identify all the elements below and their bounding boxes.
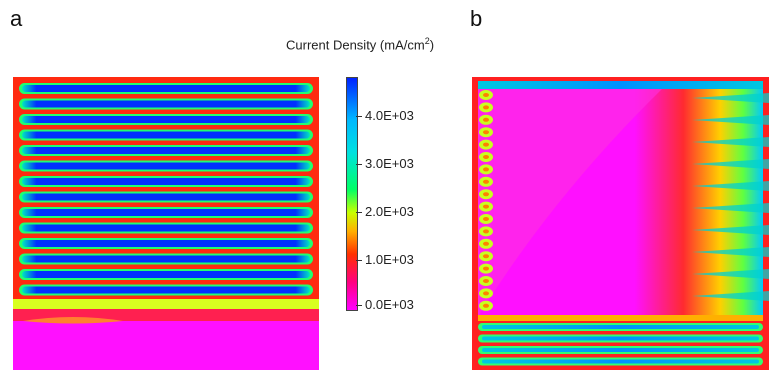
map-a-channels bbox=[19, 83, 313, 296]
map-b-dot-core bbox=[483, 93, 489, 97]
map-b-dot-core bbox=[483, 303, 489, 308]
colorbar-tick bbox=[356, 305, 362, 306]
map-b-outlet-fingers bbox=[692, 93, 769, 301]
map-a-channel-core bbox=[22, 209, 310, 216]
map-b-channel-core bbox=[482, 348, 759, 352]
map-b-dot-core bbox=[483, 179, 489, 184]
map-b-inlet-dots bbox=[479, 90, 493, 311]
colorbar bbox=[346, 77, 358, 311]
map-a-channel-core bbox=[22, 193, 310, 201]
colorbar-tick bbox=[356, 116, 362, 117]
map-a-channel-core bbox=[22, 162, 310, 170]
map-b-finger bbox=[692, 203, 769, 213]
map-b-finger bbox=[692, 269, 769, 279]
current-density-map-a bbox=[13, 77, 319, 370]
map-b-finger bbox=[692, 247, 769, 257]
map-a-channel-core bbox=[22, 116, 310, 123]
panel-label-b: b bbox=[470, 6, 483, 31]
current-density-map-b bbox=[472, 77, 769, 370]
map-b-dot-core bbox=[483, 142, 489, 147]
colorbar-title-superscript: 2 bbox=[424, 36, 430, 46]
colorbar-tick-label: 1.0E+03 bbox=[365, 252, 414, 267]
map-b-channel-core bbox=[482, 359, 759, 364]
map-a-channel-core bbox=[22, 271, 310, 278]
map-a-channel-core bbox=[22, 100, 310, 108]
map-b-dot-core bbox=[483, 291, 489, 296]
map-b-bottom-channels bbox=[478, 323, 763, 366]
colorbar-title: Current Density (mA/cm2) bbox=[286, 36, 434, 52]
map-b-finger bbox=[692, 291, 769, 301]
map-b-channel-core bbox=[482, 325, 759, 329]
map-b-dot-core bbox=[483, 167, 489, 172]
map-b-dot-core bbox=[483, 217, 489, 221]
map-b-dot-core bbox=[483, 229, 489, 234]
panel-label-a: a bbox=[10, 6, 23, 31]
map-a-channel-core bbox=[22, 85, 310, 92]
map-b-dot-core bbox=[483, 241, 489, 246]
map-b-dot-core bbox=[483, 266, 489, 271]
colorbar-tick-label: 2.0E+03 bbox=[365, 204, 414, 219]
map-a-channel-core bbox=[22, 178, 310, 185]
map-a-channel-core bbox=[22, 240, 310, 247]
map-b-yellow-band bbox=[478, 315, 763, 321]
map-b-dot-core bbox=[483, 279, 489, 283]
colorbar-title-close: ) bbox=[429, 37, 435, 53]
map-b-channel-core bbox=[482, 336, 759, 341]
map-a-channel-core bbox=[22, 286, 310, 294]
map-b-dot-core bbox=[483, 254, 489, 259]
map-b-finger bbox=[692, 137, 769, 147]
map-a-channel-core bbox=[22, 131, 310, 139]
map-b-finger bbox=[692, 115, 769, 125]
map-b-low-density-wedge bbox=[478, 89, 662, 317]
colorbar-tick-label: 0.0E+03 bbox=[365, 297, 414, 312]
map-a-channel-core bbox=[22, 147, 310, 154]
map-b-finger bbox=[692, 93, 769, 103]
map-b-dot-core bbox=[483, 204, 489, 209]
map-b-dot-core bbox=[483, 192, 489, 197]
colorbar-tick-label: 4.0E+03 bbox=[365, 108, 414, 123]
colorbar-title-text: Current Density (mA/cm bbox=[286, 37, 425, 53]
map-a-transition-band bbox=[13, 299, 319, 309]
map-b-finger bbox=[692, 159, 769, 169]
colorbar-tick bbox=[356, 212, 362, 213]
colorbar-tick bbox=[356, 260, 362, 261]
map-b-finger bbox=[692, 181, 769, 191]
map-b-dot-core bbox=[483, 155, 489, 159]
map-b-dot-core bbox=[483, 105, 489, 110]
map-b-finger bbox=[692, 225, 769, 235]
map-a-hotspot bbox=[23, 317, 123, 324]
map-a-channel-core bbox=[22, 255, 310, 263]
map-b-top-channel bbox=[478, 81, 763, 89]
map-b-dot-core bbox=[483, 130, 489, 135]
colorbar-tick bbox=[356, 164, 362, 165]
colorbar-tick-label: 3.0E+03 bbox=[365, 156, 414, 171]
map-b-dot-core bbox=[483, 117, 489, 122]
map-a-channel-core bbox=[22, 224, 310, 232]
